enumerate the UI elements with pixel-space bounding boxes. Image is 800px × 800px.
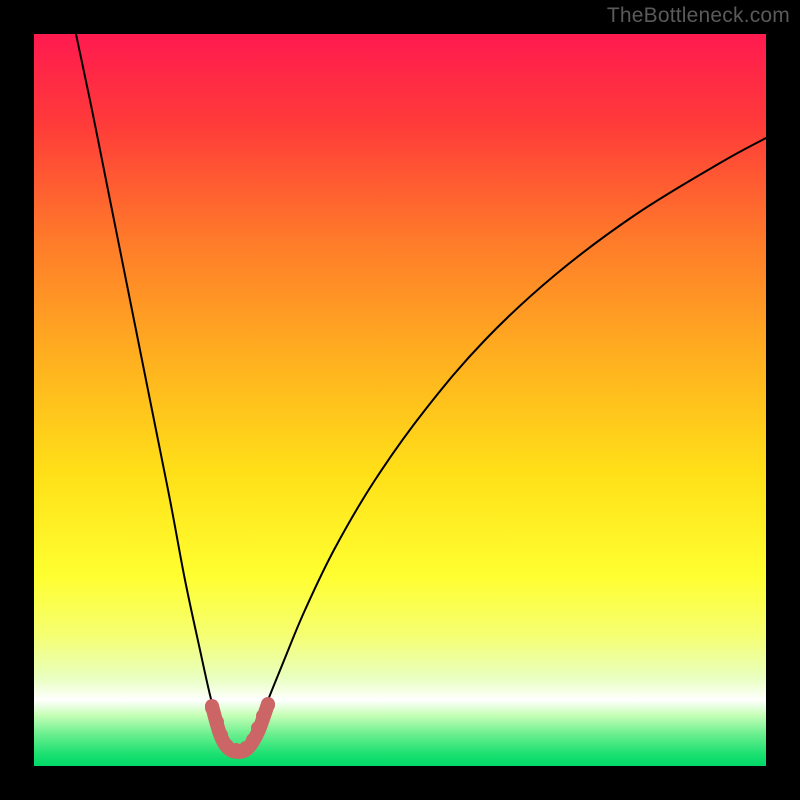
valley-dot — [205, 701, 219, 715]
valley-dot — [251, 721, 265, 735]
valley-dot — [261, 698, 275, 712]
valley-dot — [210, 715, 224, 729]
valley-dot — [246, 733, 260, 747]
bottleneck-chart — [0, 0, 800, 800]
plot-background — [34, 34, 766, 766]
watermark-text: TheBottleneck.com — [607, 4, 790, 28]
